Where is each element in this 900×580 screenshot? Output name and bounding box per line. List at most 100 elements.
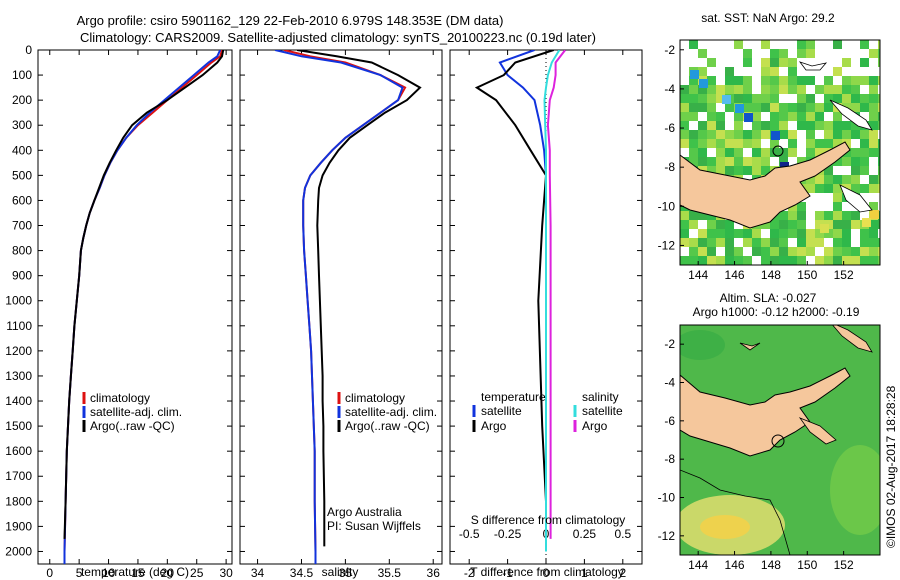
sst-cell <box>878 49 880 58</box>
map-x-tick-label: 148 <box>761 268 781 282</box>
sst-cell <box>824 76 833 85</box>
sst-cell <box>725 247 734 256</box>
sst-cell <box>797 256 806 265</box>
sst-cell <box>851 121 860 130</box>
temperature-series <box>63 50 225 564</box>
sst-cell <box>851 148 860 157</box>
sst-cell <box>869 49 878 58</box>
sst-cell <box>788 58 797 67</box>
sst-cell <box>824 211 833 220</box>
sst-cell <box>698 148 707 157</box>
sst-cell <box>869 148 878 157</box>
sst-cell <box>878 58 880 67</box>
sst-cell <box>770 49 779 58</box>
sst-cell <box>707 76 716 85</box>
sst-cell <box>698 247 707 256</box>
sst-cell <box>869 130 878 139</box>
sst-cell <box>797 220 806 229</box>
sst-cell <box>806 112 815 121</box>
sst-cell <box>878 211 880 220</box>
sst-cell <box>707 256 716 265</box>
sst-cell <box>842 157 851 166</box>
difference-legend: temperature salinity satellite Argo sate… <box>472 390 623 433</box>
sst-cell <box>833 94 842 103</box>
sst-cell <box>770 229 779 238</box>
sst-cell <box>815 238 824 247</box>
sst-cell <box>860 157 869 166</box>
sst-cell <box>833 220 842 229</box>
sst-cell <box>725 130 734 139</box>
sst-cell <box>815 139 824 148</box>
sst-cell <box>689 94 698 103</box>
sst-cell <box>689 112 698 121</box>
difference-xlabel: T difference from climatology <box>470 565 624 579</box>
sst-cell <box>734 94 743 103</box>
sst-cell <box>761 157 770 166</box>
salinity-legend: climatology satellite-adj. clim. Argo(..… <box>337 391 437 433</box>
sst-cell <box>815 184 824 193</box>
sst-cell <box>761 148 770 157</box>
sst-cell <box>707 229 716 238</box>
sst-cell <box>698 94 707 103</box>
map1-island <box>839 184 873 213</box>
sst-cell <box>797 238 806 247</box>
sst-cell <box>842 94 851 103</box>
sst-cell <box>779 121 788 130</box>
sst-cell <box>842 85 851 94</box>
sst-cell <box>761 247 770 256</box>
sst-cell <box>833 67 842 76</box>
sst-cell <box>797 247 806 256</box>
map-y-tick-label: -6 <box>664 121 675 135</box>
legend-label-clim: climatology <box>345 391 405 405</box>
sst-cell-cold <box>690 70 699 79</box>
sst-cell <box>860 103 869 112</box>
sst-cell <box>779 256 788 265</box>
legend-label-temp-sat: satellite <box>481 404 522 418</box>
difference-series <box>474 50 566 552</box>
sst-cell <box>824 121 833 130</box>
sst-cell <box>860 256 869 265</box>
sst-cell <box>752 247 761 256</box>
sst-cell <box>770 148 779 157</box>
sst-cell <box>824 103 833 112</box>
sst-cell <box>860 130 869 139</box>
map-x-tick-label: 146 <box>725 558 745 572</box>
map-y-tick-label: -10 <box>658 199 676 213</box>
sst-cell <box>725 85 734 94</box>
sst-cell <box>797 49 806 58</box>
sst-cell <box>806 40 815 49</box>
y-tick-label: 2000 <box>5 544 32 558</box>
sst-cell <box>878 157 880 166</box>
sst-cell <box>860 229 869 238</box>
sst-cell <box>689 211 698 220</box>
sst-cell <box>851 256 860 265</box>
sst-cell <box>761 40 770 49</box>
sst-cell <box>698 103 707 112</box>
x-tick-label: -2 <box>464 566 475 580</box>
sst-cell <box>707 220 716 229</box>
series-line-argo-raw-qc- <box>63 50 225 539</box>
sst-cell <box>698 49 707 58</box>
sst-cell <box>788 220 797 229</box>
sst-cell <box>815 229 824 238</box>
sst-cell <box>860 76 869 85</box>
x-tick-label: 34.5 <box>290 566 314 580</box>
map2-bathymetry-contour <box>680 469 791 555</box>
sst-cell <box>743 157 752 166</box>
map-x-tick-label: 150 <box>797 268 817 282</box>
sst-cell <box>689 76 698 85</box>
map-y-tick-label: -8 <box>664 160 675 174</box>
sst-cell <box>770 67 779 76</box>
sst-cell <box>707 121 716 130</box>
series-line-climatology <box>63 50 223 564</box>
sst-cell <box>788 148 797 157</box>
y-tick-label: 200 <box>12 93 32 107</box>
sst-cell <box>824 85 833 94</box>
sst-cell <box>833 256 842 265</box>
map-y-tick-label: -6 <box>664 414 675 428</box>
x-tick-label: 30 <box>219 566 233 580</box>
y-tick-label: 300 <box>12 118 32 132</box>
sst-cell <box>743 229 752 238</box>
sst-cell <box>878 40 880 49</box>
